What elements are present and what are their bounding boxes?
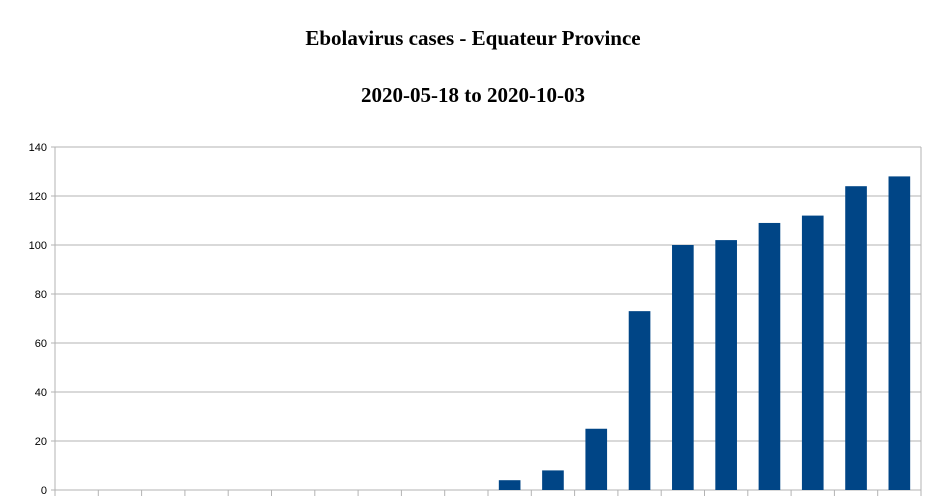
bar [888, 176, 911, 490]
bar [498, 480, 521, 490]
axes [51, 146, 922, 496]
y-tick-label: 0 [41, 485, 47, 497]
y-tick-label: 40 [35, 387, 47, 399]
y-tick-label: 80 [35, 289, 47, 301]
bar [628, 311, 651, 490]
bar [672, 245, 694, 490]
bar [715, 240, 737, 490]
y-tick-label: 140 [29, 142, 47, 154]
y-tick-label: 20 [35, 436, 47, 448]
chart-title: Ebolavirus cases - Equateur Province [305, 26, 641, 50]
bars [498, 176, 911, 490]
bar [845, 186, 867, 490]
y-tick-label: 100 [29, 240, 47, 252]
bar [585, 428, 608, 490]
bar [801, 215, 824, 490]
y-tick-label: 120 [29, 191, 47, 203]
y-tick-label: 60 [35, 338, 47, 350]
bar [542, 470, 564, 490]
y-tick-labels: 0 20 40 60 80 100 120 140 [29, 142, 47, 497]
chart-subtitle: 2020-05-18 to 2020-10-03 [361, 83, 585, 107]
bar [758, 222, 781, 490]
grid-lines [55, 146, 922, 491]
